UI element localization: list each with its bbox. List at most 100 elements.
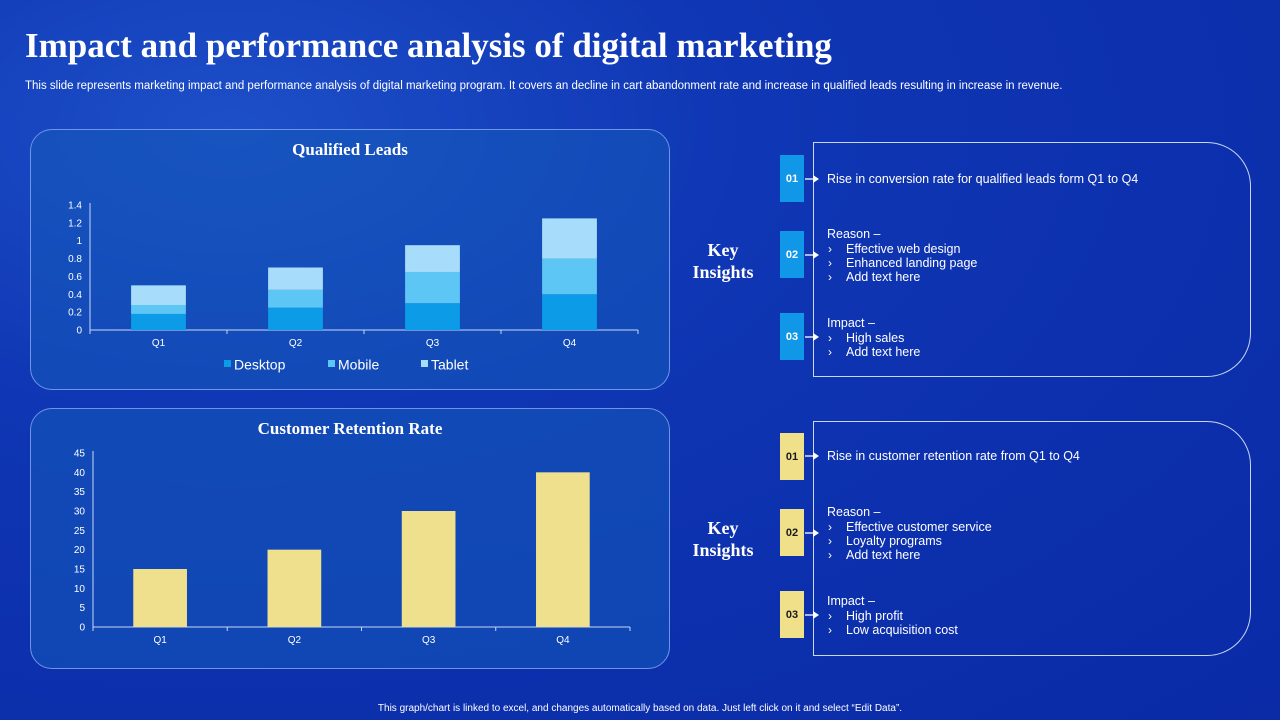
key-insights-label-1: Key Insights <box>678 239 768 283</box>
legend-label-tablet: Tablet <box>431 357 468 373</box>
bullet-item: › High sales <box>828 331 905 345</box>
y-tick-label: 1.4 <box>68 201 82 212</box>
customer-retention-panel: Customer Retention Rate 0 5 10 15 20 25 30 35 40… <box>30 408 670 669</box>
insight-2-item-2-heading: Reason – <box>827 505 881 519</box>
y-tick-label: 30 <box>74 507 86 518</box>
x-tick-label: Q4 <box>563 338 577 349</box>
bar-q1 <box>133 569 187 627</box>
bar-desktop-q4 <box>542 294 597 330</box>
insight-2-item-1-heading: Rise in customer retention rate from Q1 … <box>827 449 1080 463</box>
chevron-right-icon: › <box>828 534 832 548</box>
chevron-right-icon: › <box>828 256 832 270</box>
y-tick-label: 1.2 <box>68 218 82 229</box>
chevron-right-icon: › <box>828 548 832 562</box>
bullet-item: › High profit <box>828 609 903 623</box>
insight-1-item-2-bullets: › Effective web design › Enhanced landing … <box>827 242 977 284</box>
key-insights-label-line1: Key <box>707 240 739 260</box>
x-tick-label: Q3 <box>426 338 440 349</box>
chevron-right-icon: › <box>828 520 832 534</box>
chevron-right-icon: › <box>828 331 832 345</box>
key-insights-label-line2: Insights <box>692 262 754 282</box>
insight-1-item-1-heading: Rise in conversion rate for qualified le… <box>827 172 1139 186</box>
legend-label-mobile: Mobile <box>338 357 379 373</box>
y-tick-label: 0.6 <box>68 272 82 283</box>
insight-1-item-3-bullets: › High sales › Add text here <box>827 331 920 359</box>
page-subtitle: This slide represents marketing impact a… <box>25 80 1063 92</box>
bar-tablet-q3 <box>405 245 460 272</box>
legend-swatch-tablet <box>421 360 428 367</box>
insight-1-badge-01: 01 <box>780 155 804 202</box>
bullet-item: › Enhanced landing page <box>828 256 978 270</box>
insight-box-2 <box>813 421 1251 656</box>
legend-label-desktop: Desktop <box>234 357 286 373</box>
arrow-right-icon <box>805 529 819 537</box>
insight-2-badge-03: 03 <box>780 591 804 638</box>
bar-desktop-q1 <box>131 313 186 330</box>
y-tick-label: 25 <box>74 526 86 537</box>
insight-2-item-3-bullets: › High profit › Low acquisition cost <box>827 609 958 637</box>
bullet-item: › Effective web design <box>828 242 961 256</box>
insight-box-1 <box>813 142 1251 377</box>
legend-swatch-desktop <box>224 360 231 367</box>
arrow-right-icon <box>805 251 819 259</box>
x-tick-label: Q4 <box>556 635 570 646</box>
insight-1-item-3-heading: Impact – <box>827 316 875 330</box>
y-tick-label: 15 <box>74 565 86 576</box>
insight-2-badge-01: 01 <box>780 433 804 480</box>
insight-2-item-1: Rise in customer retention rate from Q1 … <box>827 449 1080 463</box>
y-tick-label: 45 <box>74 449 86 460</box>
bar-mobile-q4 <box>542 258 597 295</box>
y-tick-label: 0 <box>79 623 85 634</box>
y-tick-label: 0 <box>76 326 82 337</box>
y-tick-label: 5 <box>79 603 85 614</box>
legend-swatch-mobile <box>328 360 335 367</box>
insight-1-item-2: Reason – › Effective web design › Enhanced… <box>827 227 977 284</box>
bar-q4 <box>536 472 590 627</box>
insight-1-item-3: Impact – › High sales › Add text here <box>827 316 920 359</box>
y-tick-label: 0.4 <box>68 290 82 301</box>
qualified-leads-panel: Qualified Leads 0 0.2 0.4 0.6 0.8 1 1.2 1.4 Q1 Q2… <box>30 129 670 390</box>
x-tick-label: Q2 <box>288 635 302 646</box>
x-tick-label: Q3 <box>422 635 436 646</box>
key-insights-label-line1: Key <box>707 518 739 538</box>
y-tick-label: 0.8 <box>68 254 82 265</box>
bar-tablet-q1 <box>131 285 186 305</box>
insight-2-item-2: Reason – › Effective customer service › Lo… <box>827 505 992 562</box>
bullet-item: › Effective customer service <box>828 520 992 534</box>
arrow-right-icon <box>805 452 819 460</box>
bar-tablet-q2 <box>268 267 323 290</box>
bar-q2 <box>267 549 322 627</box>
bar-q3 <box>401 511 456 627</box>
y-tick-label: 20 <box>74 545 86 556</box>
y-tick-label: 40 <box>74 468 86 479</box>
customer-retention-chart[interactable]: 0 5 10 15 20 25 30 35 40 45 Q1 Q2 Q3 Q4 <box>31 409 669 668</box>
qualified-leads-title: Qualified Leads <box>292 140 408 159</box>
y-tick-label: 0.2 <box>68 308 82 319</box>
arrow-right-icon <box>805 611 819 619</box>
bullet-item: › Loyalty programs <box>828 534 942 548</box>
chevron-right-icon: › <box>828 623 832 637</box>
bullet-item: › Add text here <box>828 345 921 359</box>
chevron-right-icon: › <box>828 345 832 359</box>
insight-1-item-2-heading: Reason – <box>827 227 881 241</box>
key-insights-label-2: Key Insights <box>678 517 768 561</box>
insight-1-badge-02: 02 <box>780 231 804 278</box>
bar-desktop-q2 <box>268 307 323 330</box>
chevron-right-icon: › <box>828 270 832 284</box>
bullet-item: › Low acquisition cost <box>828 623 958 637</box>
insight-2-badge-02: 02 <box>780 509 804 556</box>
bar-mobile-q2 <box>268 289 323 308</box>
x-tick-label: Q1 <box>152 338 166 349</box>
bar-mobile-q1 <box>131 305 186 314</box>
y-tick-label: 35 <box>74 487 86 498</box>
bar-mobile-q3 <box>405 271 460 304</box>
arrow-right-icon <box>805 333 819 341</box>
customer-retention-title: Customer Retention Rate <box>257 419 443 438</box>
bullet-item: › Add text here <box>828 548 921 562</box>
qualified-leads-chart[interactable]: 0 0.2 0.4 0.6 0.8 1 1.2 1.4 Q1 Q2 Q3 Q4 Desktop Mobil… <box>31 130 669 389</box>
y-tick-label: 10 <box>74 584 86 595</box>
bar-tablet-q4 <box>542 218 597 259</box>
arrow-right-icon <box>805 175 819 183</box>
page-title: Impact and performance analysis of digit… <box>25 26 832 65</box>
bullet-item: › Add text here <box>828 270 921 284</box>
